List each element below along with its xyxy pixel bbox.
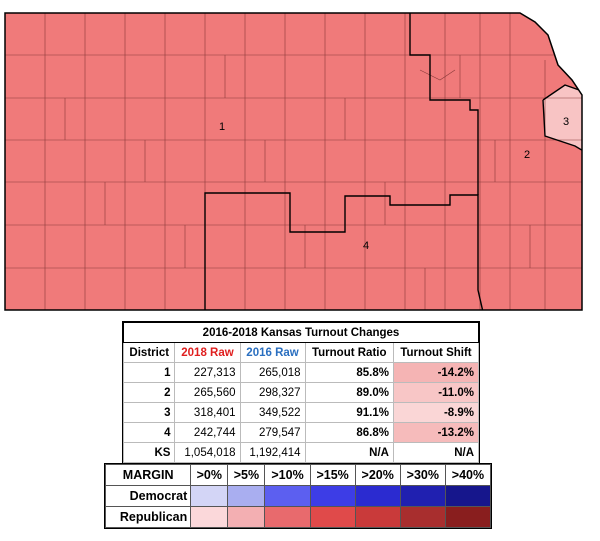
table-cell: N/A	[392, 442, 480, 463]
table-cell: 2	[122, 382, 176, 403]
legend-header: MARGIN >0% >5% >10% >15% >20% >30% >40%	[104, 464, 492, 486]
legend-swatch	[309, 506, 356, 528]
district-label: 4	[363, 240, 369, 252]
state-fill	[5, 13, 582, 310]
district-label: 3	[563, 116, 569, 128]
column-header: District	[122, 342, 176, 363]
legend-swatch	[444, 485, 492, 507]
table-cell: 85.8%	[304, 362, 394, 383]
district-3-fill	[543, 85, 582, 152]
legend-header-cell: >30%	[399, 464, 446, 486]
table-cell: 1	[122, 362, 176, 383]
legend-swatch	[264, 506, 311, 528]
table-cell: 279,547	[239, 422, 306, 443]
table-cell: 298,327	[239, 382, 306, 403]
margin-legend: MARGIN >0% >5% >10% >15% >20% >30% >40% Democrat…	[104, 463, 492, 529]
district-label: 2	[524, 149, 530, 161]
legend-swatch	[399, 506, 446, 528]
legend-header-cell: >20%	[354, 464, 401, 486]
table-cell: 89.0%	[304, 382, 394, 403]
table-cell: -13.2%	[392, 422, 480, 443]
table-cell: 1,054,018	[174, 442, 241, 463]
kansas-map: 1 2 3 4	[4, 12, 583, 311]
table-cell: 265,018	[239, 362, 306, 383]
column-header: Turnout Ratio	[304, 342, 394, 363]
table-row: 3 318,401 349,522 91.1% -8.9%	[122, 402, 480, 423]
table-cell: -8.9%	[392, 402, 480, 423]
legend-swatch	[444, 506, 492, 528]
legend-swatch	[227, 506, 266, 528]
legend-swatch	[399, 485, 446, 507]
table-row: 2 265,560 298,327 89.0% -11.0%	[122, 382, 480, 403]
legend-swatch	[264, 485, 311, 507]
legend-swatch	[309, 485, 356, 507]
legend-swatch	[354, 485, 401, 507]
legend-swatch	[227, 485, 266, 507]
county-lines	[5, 13, 582, 310]
legend-row: Republican	[104, 506, 492, 528]
legend-header-cell: >15%	[309, 464, 356, 486]
table-cell: 318,401	[174, 402, 241, 423]
table-row: 1 227,313 265,018 85.8% -14.2%	[122, 362, 480, 383]
legend-header-cell: >10%	[264, 464, 311, 486]
column-header: 2016 Raw	[239, 342, 306, 363]
turnout-table: 2016-2018 Kansas Turnout Changes District…	[122, 321, 480, 464]
table-cell: 86.8%	[304, 422, 394, 443]
legend-row: Democrat	[104, 485, 492, 507]
table-cell: 265,560	[174, 382, 241, 403]
column-header: 2018 Raw	[174, 342, 241, 363]
legend-swatch	[190, 506, 229, 528]
legend-header-cell: >40%	[444, 464, 492, 486]
table-row: KS 1,054,018 1,192,414 N/A N/A	[122, 442, 480, 463]
title-row: 2016-2018 Kansas Turnout Changes	[123, 322, 479, 343]
header-row: District 2018 Raw 2016 Raw Turnout Ratio Tur…	[122, 342, 480, 363]
table-cell: 91.1%	[304, 402, 394, 423]
column-header: Turnout Shift	[392, 342, 480, 363]
table-cell: 227,313	[174, 362, 241, 383]
legend-header-cell: MARGIN	[104, 464, 192, 486]
table-row: 4 242,744 279,547 86.8% -13.2%	[122, 422, 480, 443]
legend-header-cell: >5%	[227, 464, 266, 486]
table-title: 2016-2018 Kansas Turnout Changes	[123, 322, 479, 343]
table-cell: 349,522	[239, 402, 306, 423]
table-cell: N/A	[304, 442, 394, 463]
table-cell: 4	[122, 422, 176, 443]
legend-row-name: Democrat	[104, 485, 192, 507]
state-outline	[4, 12, 583, 311]
table-cell: 242,744	[174, 422, 241, 443]
table-cell: -11.0%	[392, 382, 480, 403]
legend-row-name: Republican	[104, 506, 192, 528]
table-cell: 1,192,414	[239, 442, 306, 463]
table-cell: -14.2%	[392, 362, 480, 383]
legend-header-cell: >0%	[190, 464, 229, 486]
legend-swatch	[354, 506, 401, 528]
district-label: 1	[219, 121, 225, 133]
legend-swatch	[190, 485, 229, 507]
table-cell: KS	[122, 442, 176, 463]
table-cell: 3	[122, 402, 176, 423]
